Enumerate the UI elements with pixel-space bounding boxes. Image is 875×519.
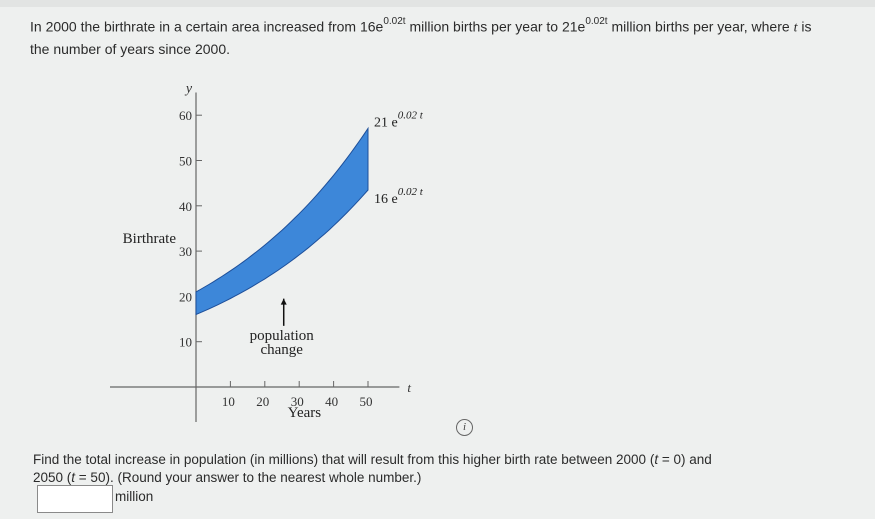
y-axis-label: Birthrate	[123, 231, 177, 247]
y-tick-label-60: 60	[179, 108, 192, 123]
y-tick-label-10: 10	[179, 335, 192, 350]
question-text-3: 2050 (	[33, 470, 72, 485]
y-tick-label-40: 40	[179, 199, 192, 214]
top-border	[0, 0, 875, 7]
high-rate-exp: 0.02t	[585, 16, 608, 27]
x-axis-var: t	[407, 380, 411, 395]
problem-text-3: million births per year, where	[607, 18, 794, 35]
annotation-line-1: population	[250, 328, 315, 344]
series-label-exp-16: 0.02 t	[398, 186, 424, 198]
answer-unit: million	[115, 489, 154, 504]
series-label-16: 16 e0.02 t	[374, 186, 424, 207]
problem-text-1: In 2000 the birthrate in a certain area …	[30, 18, 360, 35]
problem-text-4: is	[797, 18, 812, 35]
y-tick-label-50: 50	[179, 154, 192, 169]
series-label-21: 21 e0.02 t	[374, 109, 424, 130]
answer-input[interactable]	[37, 485, 113, 513]
series-label-exp-21: 0.02 t	[398, 109, 424, 121]
high-rate-coef: 21e	[561, 18, 586, 35]
series-label-coef-21: 21 e	[374, 115, 398, 130]
x-tick-label-10: 10	[222, 394, 235, 409]
series-label-coef-16: 16 e	[374, 192, 398, 207]
question-var-t1: t	[654, 452, 659, 467]
info-icon[interactable]: i	[456, 419, 473, 436]
chart-axes	[110, 92, 400, 422]
annotation-arrow-head	[280, 298, 287, 305]
question-var-t2: t	[71, 470, 76, 485]
problem-text-line2: the number of years since 2000.	[30, 40, 231, 57]
question-text: Find the total increase in population (i…	[33, 451, 813, 487]
low-rate-coef: 16e	[359, 18, 384, 35]
question-text-2: = 0) and	[658, 452, 712, 467]
x-tick-label-30: 30	[291, 394, 304, 409]
y-axis-var: y	[184, 82, 193, 97]
y-tick-label-30: 30	[179, 244, 192, 259]
y-tick-label-20: 20	[179, 289, 192, 304]
x-tick-label-20: 20	[256, 394, 269, 409]
x-tick-label-40: 40	[325, 394, 338, 409]
question-text-1: Find the total increase in population (i…	[33, 452, 655, 467]
chart-band	[195, 126, 369, 316]
chart-labels: 21 e0.02 t16 e0.02 tpopulationchangeytBi…	[123, 82, 424, 421]
x-tick-label-50: 50	[360, 394, 373, 409]
annotation-line-2: change	[260, 342, 303, 358]
problem-text-2: million births per year to	[405, 18, 562, 35]
problem-var-t: t	[793, 20, 798, 36]
x-axis-label: Years	[288, 405, 322, 421]
question-text-4: = 50). (Round your answer to the nearest…	[75, 470, 422, 485]
population-change-band	[195, 126, 369, 316]
chart-ticks: 10 20 30 40 50 60 10 20 30 40 50	[179, 108, 373, 409]
problem-statement: In 2000 the birthrate in a certain area …	[30, 14, 875, 59]
low-rate-exp: 0.02t	[383, 16, 406, 27]
